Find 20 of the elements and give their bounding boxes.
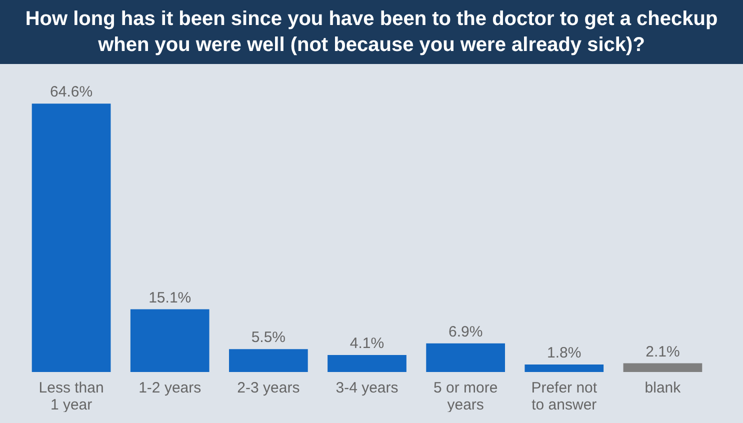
chart-title: How long has it been since you have been to the doctor to get a checkup when you were well (not because you were already sick)? — [0, 0, 743, 64]
bar — [328, 354, 406, 372]
data-label: 15.1% — [148, 289, 192, 306]
bar — [426, 343, 505, 372]
data-label: 5.5% — [251, 329, 286, 346]
data-label: 2.1% — [646, 343, 680, 360]
data-label: 1.8% — [547, 344, 582, 362]
x-tick-label: blank — [644, 380, 682, 396]
bar — [524, 364, 604, 372]
x-tick-label: 3-4 years — [336, 380, 398, 396]
x-tick-label: Prefer not to answer — [531, 380, 598, 414]
x-tick-label: 2-3 years — [237, 380, 300, 396]
data-label: 64.6% — [50, 84, 93, 101]
bar — [623, 363, 702, 372]
x-tick-label: 1-2 years — [138, 380, 202, 396]
data-label: 6.9% — [448, 323, 483, 340]
bar — [32, 104, 111, 372]
bar — [229, 349, 308, 372]
bar — [130, 309, 210, 372]
data-label: 4.1% — [350, 334, 384, 352]
